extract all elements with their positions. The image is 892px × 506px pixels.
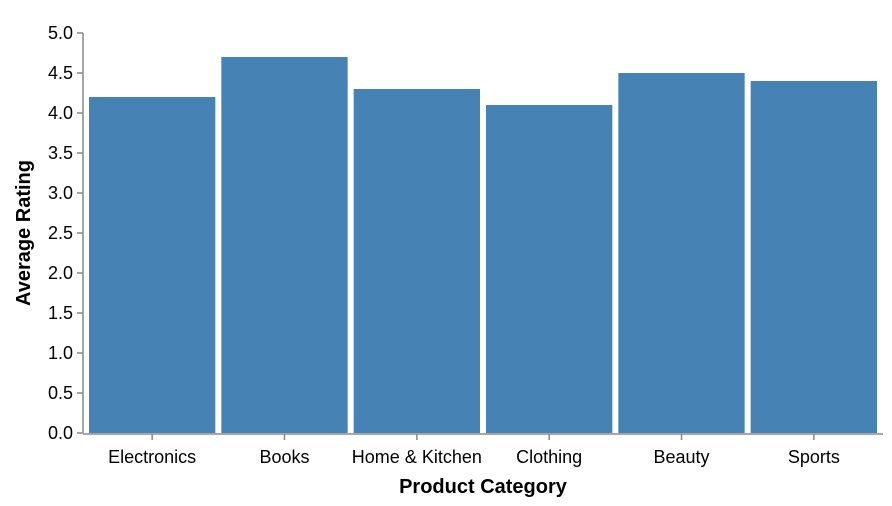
x-tick-label: Clothing xyxy=(516,447,582,467)
bar-electronics xyxy=(89,97,216,433)
y-axis: 0.0 0.5 1.0 1.5 2.0 2.5 3.0 3.5 4.0 4.5 5.0 xyxy=(48,23,84,443)
x-tick-label: Books xyxy=(259,447,309,467)
bar-books xyxy=(221,57,348,433)
y-axis-title: Average Rating xyxy=(13,160,35,306)
bar-sports xyxy=(750,81,877,433)
x-tick-label: Home & Kitchen xyxy=(352,447,482,467)
y-tick-label: 5.0 xyxy=(48,23,73,43)
y-tick-label: 1.0 xyxy=(48,343,73,363)
y-tick-label: 2.0 xyxy=(48,263,73,283)
x-axis: Electronics Books Home & Kitchen Clothing Be… xyxy=(83,433,883,467)
y-tick-label: 1.5 xyxy=(48,303,73,323)
bar-beauty xyxy=(618,73,745,433)
y-tick-label: 4.5 xyxy=(48,63,73,83)
bar-clothing xyxy=(486,105,613,433)
y-tick-label: 2.5 xyxy=(48,223,73,243)
bars-group xyxy=(89,57,877,433)
bar-home-kitchen xyxy=(353,89,480,433)
y-tick-label: 3.0 xyxy=(48,183,73,203)
y-tick-label: 0.5 xyxy=(48,383,73,403)
y-tick-label: 0.0 xyxy=(48,423,73,443)
x-axis-title: Product Category xyxy=(399,476,568,498)
y-tick-label: 4.0 xyxy=(48,103,73,123)
x-tick-label: Sports xyxy=(788,447,840,467)
x-tick-label: Electronics xyxy=(108,447,196,467)
y-tick-label: 3.5 xyxy=(48,143,73,163)
x-tick-label: Beauty xyxy=(653,447,709,467)
